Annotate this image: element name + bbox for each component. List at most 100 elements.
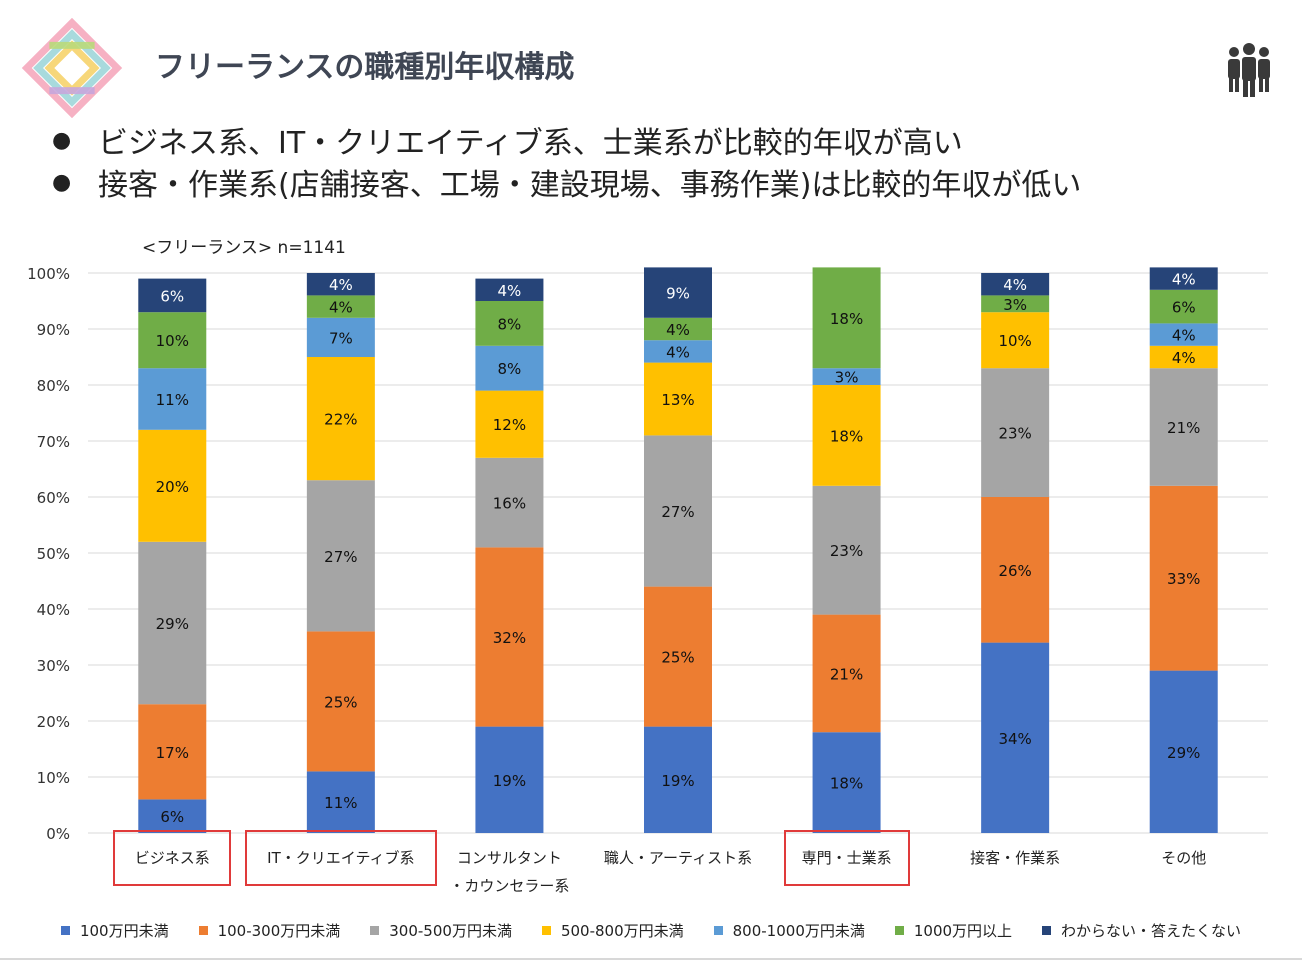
data-label: 29% xyxy=(1167,744,1200,762)
bar-segment xyxy=(812,267,881,369)
y-tick-label: 90% xyxy=(37,321,70,339)
data-label: 18% xyxy=(830,310,863,328)
data-label: 25% xyxy=(661,649,694,667)
data-label: 7% xyxy=(329,329,353,347)
x-tick-label: ・カウンセラー系 xyxy=(449,877,569,895)
x-tick-label: IT・クリエイティブ系 xyxy=(267,849,414,867)
bar-segment xyxy=(1149,368,1218,486)
bar-segment xyxy=(644,267,712,318)
bar-segment xyxy=(644,586,712,727)
bar-segment xyxy=(1149,670,1218,833)
data-label: 11% xyxy=(156,391,189,409)
data-label: 3% xyxy=(1003,296,1027,314)
legend-swatch xyxy=(713,926,723,935)
bar-segment xyxy=(475,457,544,548)
bar-segment xyxy=(138,429,207,542)
legend-swatch xyxy=(1042,926,1052,935)
bar-segment xyxy=(138,312,207,369)
bar-segment xyxy=(306,317,375,357)
data-label: 4% xyxy=(1003,276,1027,294)
legend-label: 300-500万円未満 xyxy=(389,922,512,940)
data-label: 18% xyxy=(830,775,863,793)
bar-segment xyxy=(981,642,1050,833)
bar-segment xyxy=(1149,323,1218,346)
bar-segment xyxy=(812,614,881,733)
bullet-text: ビジネス系、IT・クリエイティブ系、士業系が比較的年収が高い xyxy=(98,126,963,161)
legend-swatch xyxy=(198,926,208,935)
y-tick-label: 60% xyxy=(37,489,70,507)
category-highlight-box xyxy=(244,830,437,886)
x-tick-label: 専門・士業系 xyxy=(802,849,892,867)
data-label: 4% xyxy=(666,343,690,361)
data-label: 12% xyxy=(493,416,526,434)
legend-swatch xyxy=(894,926,904,935)
legend-item: 100万円未満 xyxy=(60,920,169,941)
bar-segment xyxy=(812,368,881,385)
bar-segment xyxy=(306,631,375,772)
legend-swatch xyxy=(541,926,551,935)
sample-size-label: <フリーランス> n=1141 xyxy=(142,238,346,258)
bar-segment xyxy=(475,726,544,833)
bar-segment xyxy=(138,541,207,705)
data-label: 21% xyxy=(1167,419,1200,437)
data-label: 19% xyxy=(661,772,694,790)
legend-swatch xyxy=(60,926,70,935)
bar-segment xyxy=(644,726,712,833)
data-label: 19% xyxy=(493,772,526,790)
data-label: 18% xyxy=(830,427,863,445)
bar-segment xyxy=(138,278,207,313)
data-label: 34% xyxy=(998,730,1031,748)
bar-segment xyxy=(1149,345,1218,369)
data-label: 13% xyxy=(661,391,694,409)
legend-label: 100万円未満 xyxy=(79,922,169,940)
legend-label: 1000万円以上 xyxy=(913,922,1013,940)
data-label: 23% xyxy=(998,425,1031,443)
data-label: 6% xyxy=(160,808,184,826)
y-tick-label: 10% xyxy=(37,769,70,787)
bar-segment xyxy=(644,362,712,436)
y-tick-label: 50% xyxy=(37,545,70,563)
data-label: 6% xyxy=(1172,299,1196,317)
data-label: 32% xyxy=(493,629,526,647)
bar-segment xyxy=(644,340,712,363)
data-label: 26% xyxy=(998,562,1031,580)
bar-segment xyxy=(1149,267,1218,290)
data-label: 4% xyxy=(498,282,522,300)
data-label: 22% xyxy=(324,411,357,429)
legend-item: わからない・答えたくない xyxy=(1042,920,1241,941)
data-label: 27% xyxy=(661,503,694,521)
bullet-dot-icon: ● xyxy=(52,169,72,195)
x-tick-label: 接客・作業系 xyxy=(970,849,1060,867)
x-tick-label: 職人・アーティスト系 xyxy=(604,849,752,867)
brand-logo-icon xyxy=(21,18,123,118)
legend-item: 300-500万円未満 xyxy=(370,920,512,941)
legend-item: 1000万円以上 xyxy=(894,920,1013,941)
x-tick-label: その他 xyxy=(1161,849,1206,867)
bullet-point: ● 接客・作業系(店舗接客、工場・建設現場、事務作業)は比較的年収が低い xyxy=(52,160,1081,204)
data-label: 4% xyxy=(329,299,353,317)
data-label: 6% xyxy=(160,287,184,305)
legend-label: 800-1000万円未満 xyxy=(732,922,865,940)
legend-item: 500-800万円未満 xyxy=(541,920,684,941)
legend-label: 500-800万円未満 xyxy=(560,922,684,940)
legend-item: 800-1000万円未満 xyxy=(713,920,865,941)
stacked-bar-chart: 0% 10% 20% 30% 40% 50% 60% 70% 80% 90% 100% 6% 17% 29… xyxy=(27,265,1268,895)
bullet-point: ● ビジネス系、IT・クリエイティブ系、士業系が比較的年収が高い xyxy=(52,118,963,162)
data-label: 10% xyxy=(998,332,1031,350)
bar-segment xyxy=(138,799,207,833)
bar-segment xyxy=(475,547,544,727)
bar-segment xyxy=(644,317,712,341)
legend-item: 100-300万円未満 xyxy=(198,920,340,941)
data-label: 4% xyxy=(666,321,690,339)
data-label: 4% xyxy=(1172,349,1196,367)
legend-swatch xyxy=(370,926,380,935)
bar-segment xyxy=(981,368,1050,497)
data-label: 10% xyxy=(156,332,189,350)
data-label: 16% xyxy=(493,495,526,513)
data-label: 4% xyxy=(1172,327,1196,345)
data-label: 8% xyxy=(498,315,522,333)
data-label: 11% xyxy=(324,794,357,812)
bar-segment xyxy=(475,345,544,391)
page-title: フリーランスの職種別年収構成 xyxy=(155,50,575,85)
category-highlight-box xyxy=(783,830,910,886)
